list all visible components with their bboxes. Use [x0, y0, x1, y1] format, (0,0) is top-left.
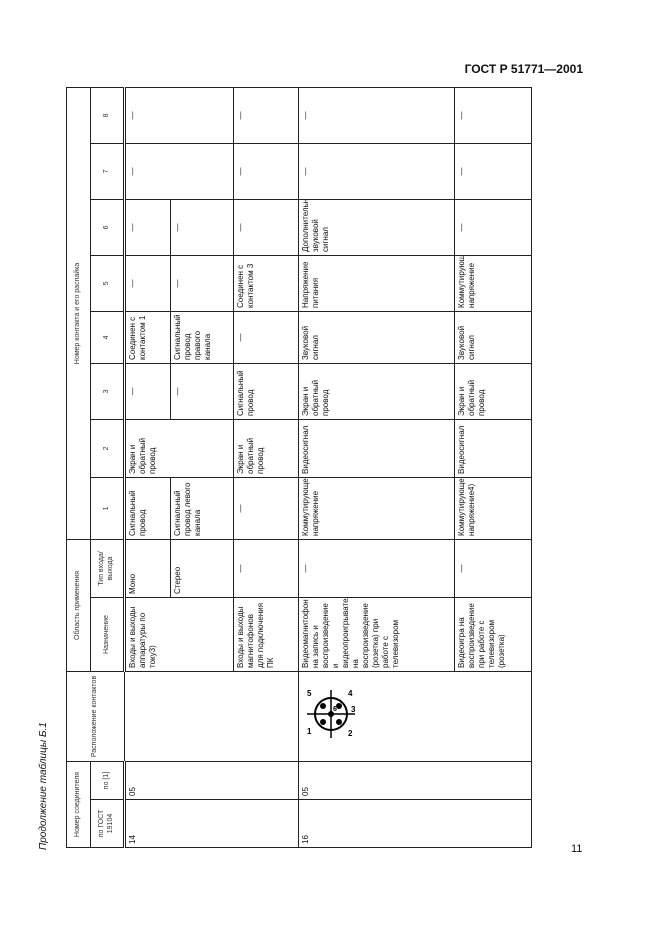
- contact-4: Звуковой сигнал: [298, 311, 455, 364]
- contact-2: Видеосигнал: [454, 419, 532, 478]
- contact-8: —: [454, 87, 532, 144]
- ref-number: 05: [124, 761, 299, 800]
- by-gost-header: по ГОСТ 19104: [90, 799, 125, 848]
- purpose-header: Назначение: [90, 597, 125, 672]
- gost-number: 16: [298, 799, 532, 848]
- table-row: 16 05 1 2 3 4 5 6 Видеомагнитофон на зап…: [298, 87, 532, 848]
- contact-wiring-header: Номер контакта и его распайка: [66, 87, 91, 540]
- contact-3: —: [170, 363, 234, 420]
- contact-6: —: [454, 199, 532, 256]
- io-type: —: [454, 539, 532, 598]
- contact-header: 4: [90, 311, 125, 364]
- standard-number: ГОСТ Р 51771—2001: [464, 62, 583, 76]
- application-header: Область применения: [66, 539, 91, 672]
- contact-4: —: [233, 311, 299, 364]
- contact-4: Сигнальный провод правого канала: [170, 311, 234, 364]
- pin-label: 6: [333, 706, 337, 713]
- contact-5: —: [124, 255, 171, 312]
- contact-2: Видеосигнал: [298, 419, 455, 478]
- contact-1: Сигнальный провод левого канала: [170, 477, 234, 540]
- contact-header: 1: [90, 477, 125, 540]
- contact-5: —: [170, 255, 234, 312]
- contact-7: —: [233, 143, 299, 200]
- page-number: 11: [571, 843, 583, 855]
- ref-number: 05: [298, 761, 532, 800]
- contact-8: —: [298, 87, 455, 144]
- contact-header: 7: [90, 143, 125, 200]
- table-caption: Продолжение таблицы Б.1: [38, 722, 49, 850]
- contact-layout: [124, 671, 299, 762]
- connector-table: Номер соединителя Расположение контактов…: [66, 87, 532, 848]
- pin-label: 5: [307, 689, 312, 698]
- contact-3: Сигнальный провод: [233, 363, 299, 420]
- gost-number: 14: [124, 799, 299, 848]
- contact-4: Звуковой сигнал: [454, 311, 532, 364]
- contact-6: Дополнительный звуковой сигнал: [298, 199, 455, 256]
- contact-header: 6: [90, 199, 125, 256]
- contact-4: Соединен с контактом 1: [124, 311, 171, 364]
- contact-3: Экран и обратный провод: [454, 363, 532, 420]
- contact-1: Сигнальный провод: [124, 477, 171, 540]
- io-type: —: [233, 539, 299, 598]
- table-row: 14 05 Входы и выходы аппаратуры по току3…: [124, 87, 299, 848]
- contact-1: Коммутирующее напряжение: [298, 477, 455, 540]
- contact-header: 3: [90, 363, 125, 420]
- din-connector-pinout-icon: 1 2 3 4 5 6: [306, 689, 356, 738]
- contact-header: 5: [90, 255, 125, 312]
- purpose: Видеоигра на воспроизведение при работе …: [454, 597, 532, 672]
- contact-1: —: [233, 477, 299, 540]
- contact-8: —: [124, 87, 234, 144]
- pin-label: 3: [351, 705, 356, 714]
- contact-2: Экран и обратный провод: [233, 419, 299, 478]
- by-ref-header: по [1]: [90, 761, 125, 800]
- contact-8: —: [233, 87, 299, 144]
- contact-3: —: [124, 363, 171, 420]
- contact-5: Коммутирующее напряжение: [454, 255, 532, 312]
- io-type: Стерео: [170, 539, 234, 598]
- io-type: Моно: [124, 539, 171, 598]
- pin-label: 4: [348, 689, 353, 698]
- contact-5: Соединен с контактом 3: [233, 255, 299, 312]
- contact-6: —: [233, 199, 299, 256]
- pin-label: 1: [307, 727, 312, 736]
- contact-1: Коммутирующее напряжение4): [454, 477, 532, 540]
- contact-layout-header: Расположение контактов: [66, 671, 125, 762]
- pin-label: 2: [348, 729, 353, 738]
- io-type-header: Тип входа/выхода: [90, 539, 125, 598]
- purpose: Входы и выходы аппаратуры по току3): [124, 597, 234, 672]
- purpose: Видеомагнитофон на запись и воспроизведе…: [298, 597, 455, 672]
- io-type: —: [298, 539, 455, 598]
- contact-layout: 1 2 3 4 5 6: [298, 671, 532, 762]
- contact-7: —: [298, 143, 455, 200]
- contact-header: 2: [90, 419, 125, 478]
- contact-header: 8: [90, 87, 125, 144]
- connector-number-header: Номер соединителя: [66, 761, 91, 848]
- contact-7: —: [124, 143, 234, 200]
- purpose: Входы и выходы магнитофонов для подключе…: [233, 597, 299, 672]
- contact-6: —: [124, 199, 171, 256]
- header-row: Номер соединителя Расположение контактов…: [66, 87, 125, 848]
- contact-5: Напряжение питания: [298, 255, 455, 312]
- contact-2: Экран и обратный провод: [124, 419, 234, 478]
- contact-3: Экран и обратный провод: [298, 363, 455, 420]
- contact-6: —: [170, 199, 234, 256]
- contact-7: —: [454, 143, 532, 200]
- rotated-table: Номер соединителя Расположение контактов…: [66, 87, 532, 848]
